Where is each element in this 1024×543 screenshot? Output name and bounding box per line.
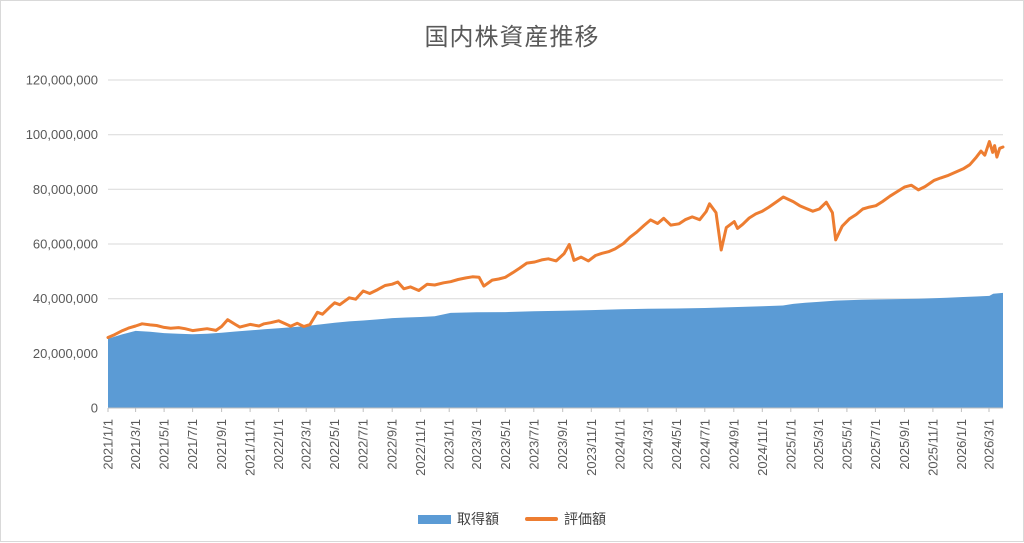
y-axis-tick-label: 20,000,000 (33, 346, 98, 361)
series-line-valuation (106, 140, 1005, 339)
y-axis-tick-label: 0 (91, 401, 98, 416)
x-axis-tick-label: 2021/9/1 (214, 419, 229, 470)
x-axis-tick-label: 2023/11/1 (584, 419, 599, 476)
x-axis-tick-label: 2022/5/1 (327, 419, 342, 470)
series-area-acquisition (108, 292, 1003, 408)
x-axis-tick-label: 2022/11/1 (413, 419, 428, 476)
x-axis-tick-label: 2026/1/1 (954, 419, 969, 470)
legend-item-valuation: 評価額 (525, 509, 606, 529)
x-axis-tick-label: 2022/1/1 (271, 419, 286, 470)
x-axis-tick-label: 2022/7/1 (356, 419, 371, 470)
x-axis-tick-label: 2024/3/1 (640, 419, 655, 470)
x-axis-tick-label: 2026/3/1 (982, 419, 997, 470)
x-axis-tick-label: 2021/1/1 (101, 419, 116, 470)
x-axis-tick-label: 2021/11/1 (243, 419, 258, 476)
chart-title: 国内株資産推移 (424, 24, 600, 51)
x-axis-tick-label: 2023/9/1 (555, 419, 570, 470)
y-axis-tick-label: 40,000,000 (33, 291, 98, 306)
x-axis-tick-label: 2025/7/1 (868, 419, 883, 470)
x-axis-tick-label: 2021/7/1 (185, 419, 200, 470)
x-axis-tick-label: 2025/1/1 (783, 419, 798, 470)
x-axis-tick-label: 2025/9/1 (897, 419, 912, 470)
x-axis-tick-label: 2022/3/1 (299, 419, 314, 470)
legend-label-valuation: 評価額 (564, 511, 606, 527)
legend-label-acquisition: 取得額 (457, 511, 499, 527)
y-axis-tick-label: 80,000,000 (33, 182, 98, 197)
legend: 取得額 評価額 (1, 509, 1023, 529)
x-axis-tick-label: 2024/5/1 (669, 419, 684, 470)
x-axis-tick-label: 2025/5/1 (839, 419, 854, 470)
y-axis-tick-label: 120,000,000 (26, 73, 98, 88)
legend-item-acquisition: 取得額 (418, 509, 499, 529)
x-axis-tick-label: 2025/11/1 (925, 419, 940, 476)
legend-area-swatch-icon (418, 514, 451, 524)
x-axis-tick-label: 2022/9/1 (385, 419, 400, 470)
x-axis-tick-label: 2023/7/1 (526, 419, 541, 470)
x-axis-tick-label: 2024/11/1 (755, 419, 770, 476)
x-axis-tick-label: 2024/7/1 (697, 419, 712, 470)
y-axis-tick-label: 100,000,000 (26, 127, 98, 142)
x-axis-tick-label: 2025/3/1 (811, 419, 826, 470)
x-axis-tick-label: 2023/5/1 (498, 419, 513, 470)
legend-line-swatch-icon (525, 517, 558, 521)
x-axis-tick-label: 2024/1/1 (612, 419, 627, 470)
x-axis-tick-label: 2021/3/1 (128, 419, 143, 470)
x-axis-tick-label: 2023/3/1 (469, 419, 484, 470)
y-axis-tick-label: 60,000,000 (33, 237, 98, 252)
x-axis-tick-label: 2024/9/1 (726, 419, 741, 470)
x-axis-tick-label: 2023/1/1 (442, 419, 457, 470)
x-axis-tick-label: 2021/5/1 (157, 419, 172, 470)
